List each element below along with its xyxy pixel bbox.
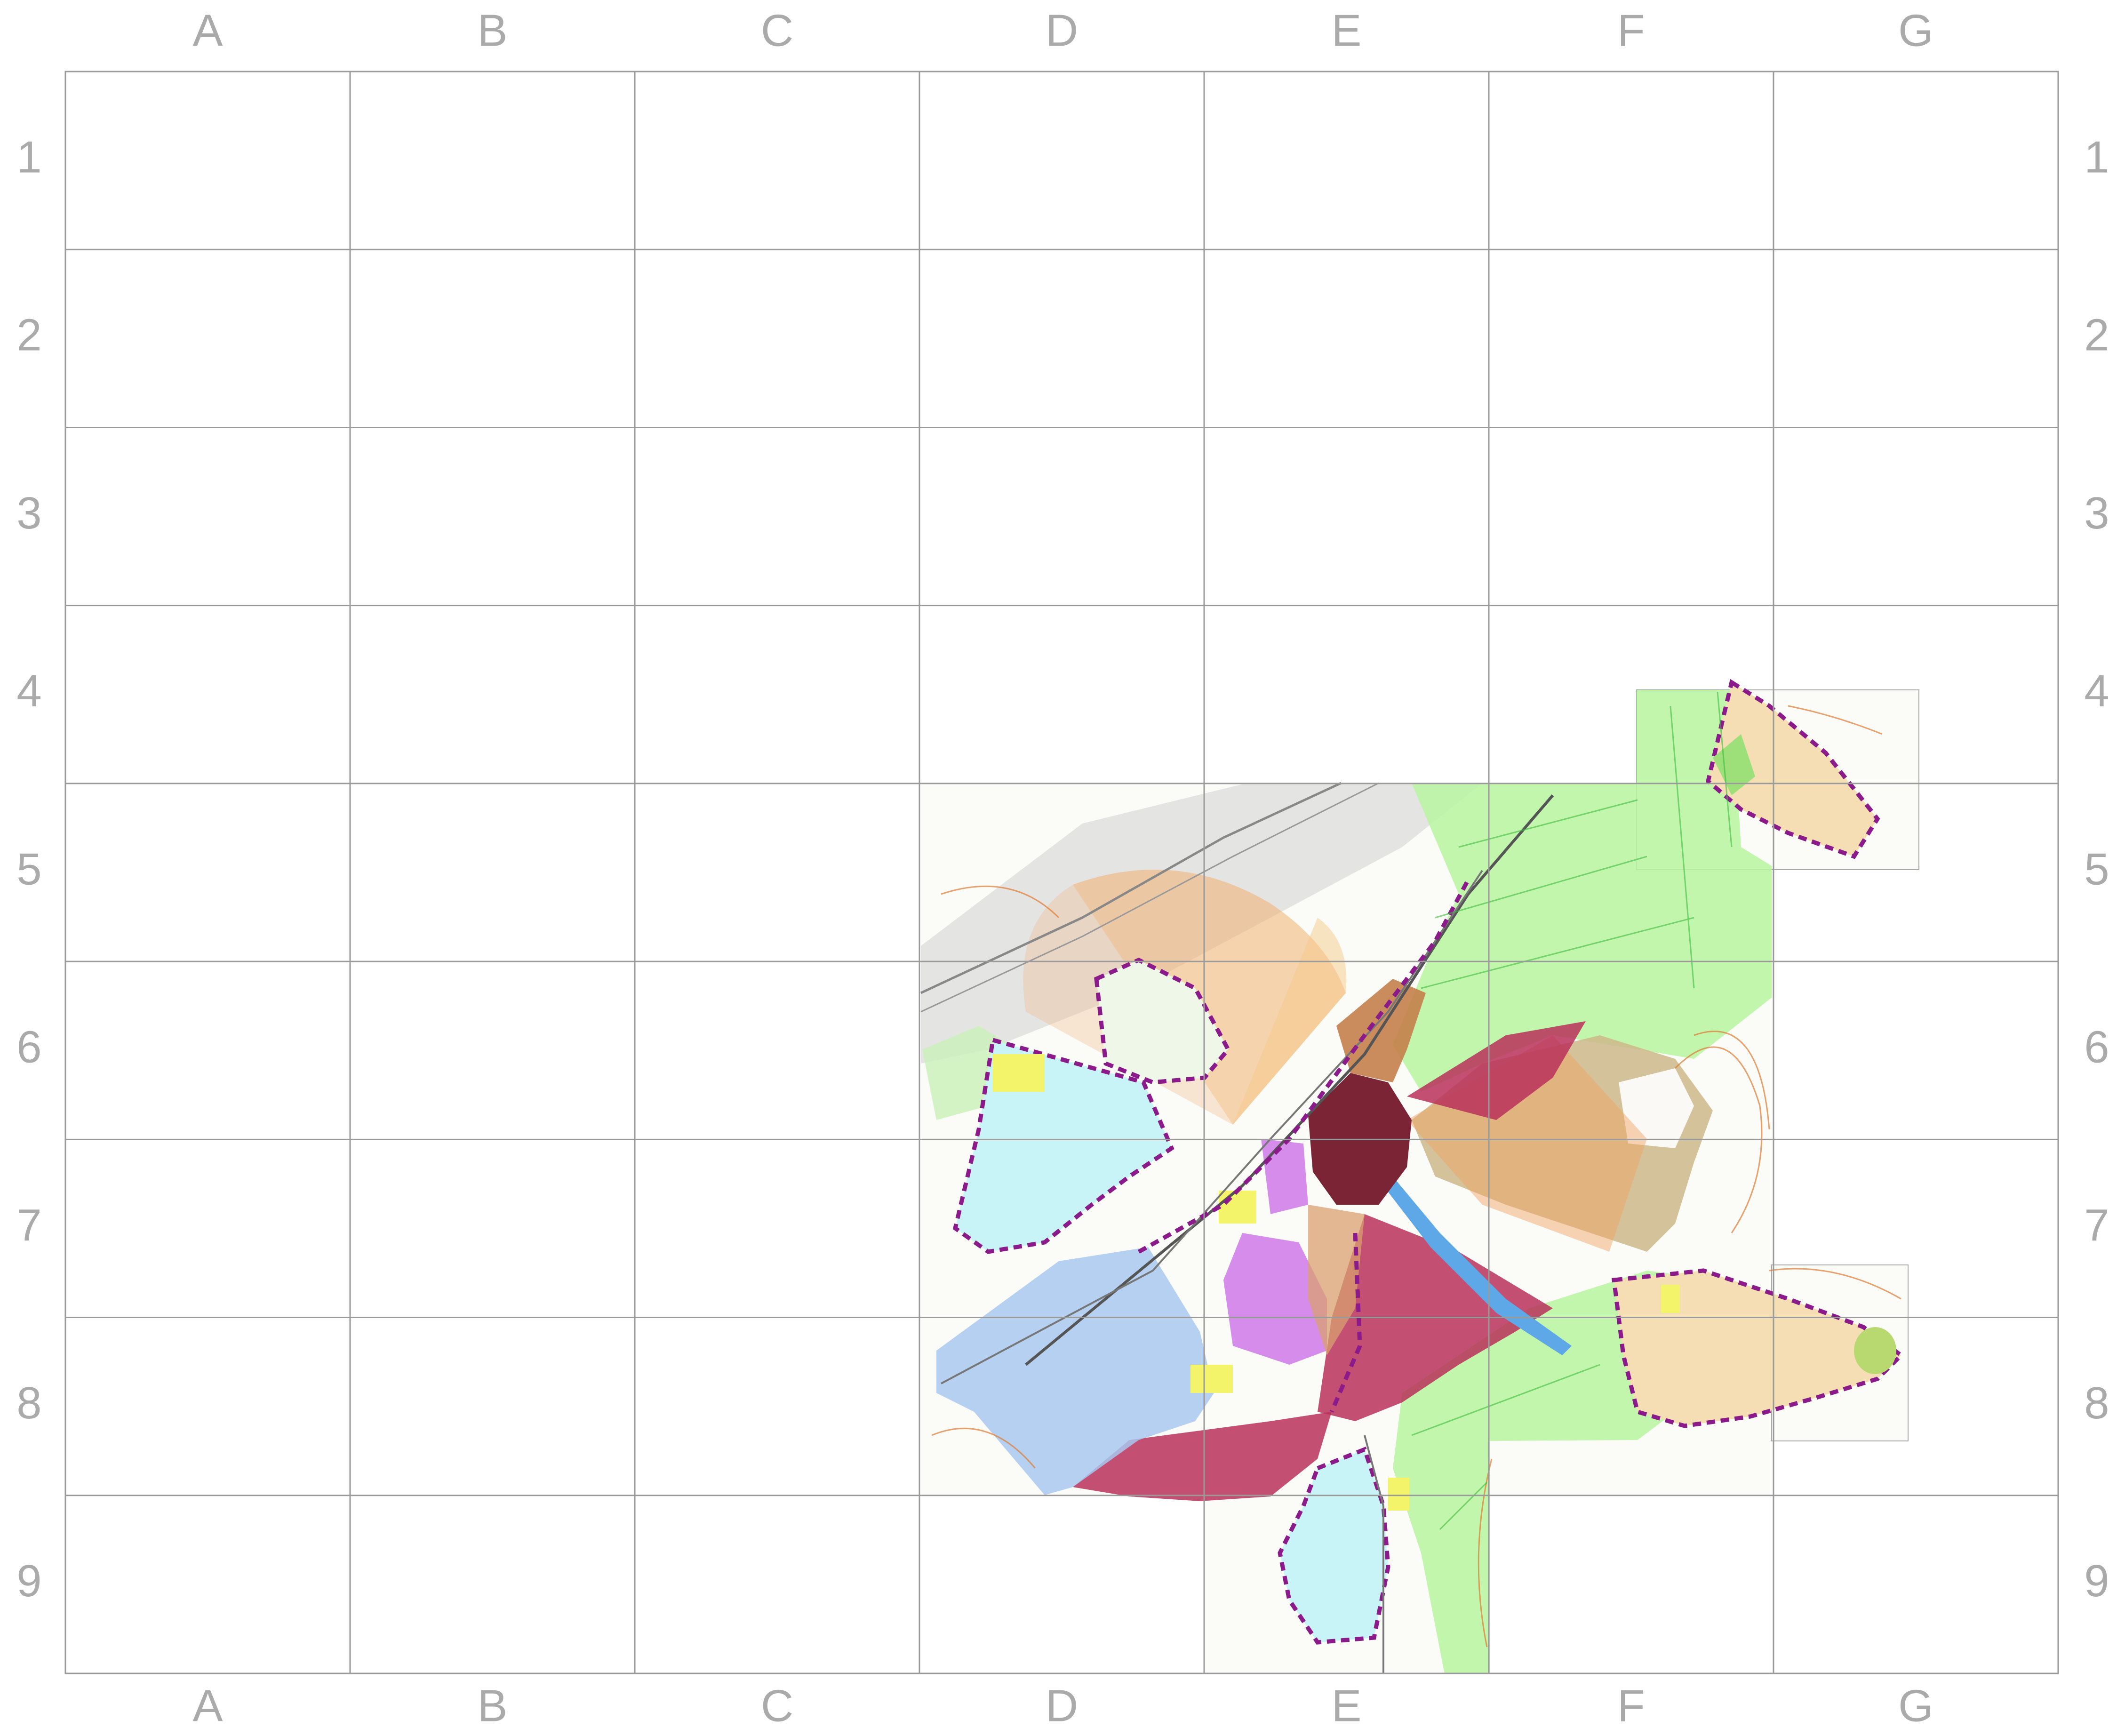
grid-horizontal-lines xyxy=(65,248,2058,1496)
column-label-bottom: E xyxy=(1331,1680,1361,1731)
row-label-right: 8 xyxy=(2084,1378,2109,1428)
grid-vertical-lines xyxy=(349,72,1774,1673)
column-label-bottom: B xyxy=(477,1680,507,1731)
grid-frame xyxy=(64,71,2059,1674)
column-label-top: E xyxy=(1331,5,1361,56)
column-label-bottom: D xyxy=(1046,1680,1078,1731)
hill-clearing xyxy=(1619,1068,1694,1148)
residential-zone-northeast xyxy=(1705,679,1880,859)
row-label-right: 3 xyxy=(2084,488,2109,538)
railway-line xyxy=(1025,794,1554,1366)
column-label-top: C xyxy=(761,5,793,56)
column-label-bottom: A xyxy=(192,1680,223,1731)
yellow-zone-3 xyxy=(1190,1365,1233,1393)
yellow-zone-4 xyxy=(1388,1478,1409,1511)
column-labels-bottom: A B C D E F G xyxy=(192,1680,1933,1731)
protection-zone-southwest xyxy=(1073,1412,1332,1501)
yellow-zone-2 xyxy=(1219,1191,1256,1224)
yellow-zone-1 xyxy=(993,1054,1045,1092)
row-label-left: 6 xyxy=(16,1022,41,1072)
row-label-left: 2 xyxy=(16,310,41,360)
purple-zone-center xyxy=(1223,1233,1327,1365)
residential-zone-east xyxy=(1611,1268,1904,1428)
column-label-top: F xyxy=(1617,5,1645,56)
industrial-zone-south xyxy=(1278,1447,1390,1645)
purple-zone-north xyxy=(1261,1139,1308,1214)
yellow-zone-5 xyxy=(1661,1285,1680,1313)
column-label-bottom: G xyxy=(1898,1680,1933,1731)
row-label-left: 3 xyxy=(16,488,41,538)
row-label-right: 7 xyxy=(2084,1200,2109,1250)
row-label-left: 4 xyxy=(16,666,41,716)
contour-lines xyxy=(931,705,1901,1648)
column-label-top: A xyxy=(192,5,223,56)
highway-2 xyxy=(920,782,1379,1013)
row-label-right: 2 xyxy=(2084,310,2109,360)
row-labels-right: 1 2 3 4 5 6 7 8 9 xyxy=(2084,132,2109,1606)
column-labels-top: A B C D E F G xyxy=(192,5,1933,56)
buffer-zone-northwest-2 xyxy=(1233,918,1347,1125)
green-park-east xyxy=(1854,1327,1896,1374)
row-label-right: 9 xyxy=(2084,1556,2109,1606)
row-label-left: 1 xyxy=(16,132,41,182)
reference-grid xyxy=(64,71,2059,1674)
row-label-right: 4 xyxy=(2084,666,2109,716)
map-content xyxy=(920,679,1919,1674)
row-labels-left: 1 2 3 4 5 6 7 8 9 xyxy=(16,132,41,1606)
industrial-zone-northwest xyxy=(952,1037,1174,1254)
residential-zone-northwest xyxy=(1094,958,1231,1085)
row-label-right: 5 xyxy=(2084,844,2109,894)
row-label-left: 9 xyxy=(16,1556,41,1606)
river xyxy=(1383,1176,1572,1355)
road-south xyxy=(1364,1435,1384,1674)
row-label-right: 1 xyxy=(2084,132,2109,182)
column-label-bottom: C xyxy=(761,1680,793,1731)
column-label-top: G xyxy=(1898,5,1933,56)
highway xyxy=(920,782,1342,994)
protection-zone-east xyxy=(1407,1021,1586,1120)
water-zone-southwest xyxy=(936,1247,1214,1495)
row-label-right: 6 xyxy=(2084,1022,2109,1072)
row-label-left: 8 xyxy=(16,1378,41,1428)
row-label-left: 7 xyxy=(16,1200,41,1250)
urban-boundary-south xyxy=(1329,1232,1362,1413)
column-label-bottom: F xyxy=(1617,1680,1645,1731)
column-label-top: B xyxy=(477,5,507,56)
row-label-left: 5 xyxy=(16,844,41,894)
column-label-top: D xyxy=(1046,5,1078,56)
